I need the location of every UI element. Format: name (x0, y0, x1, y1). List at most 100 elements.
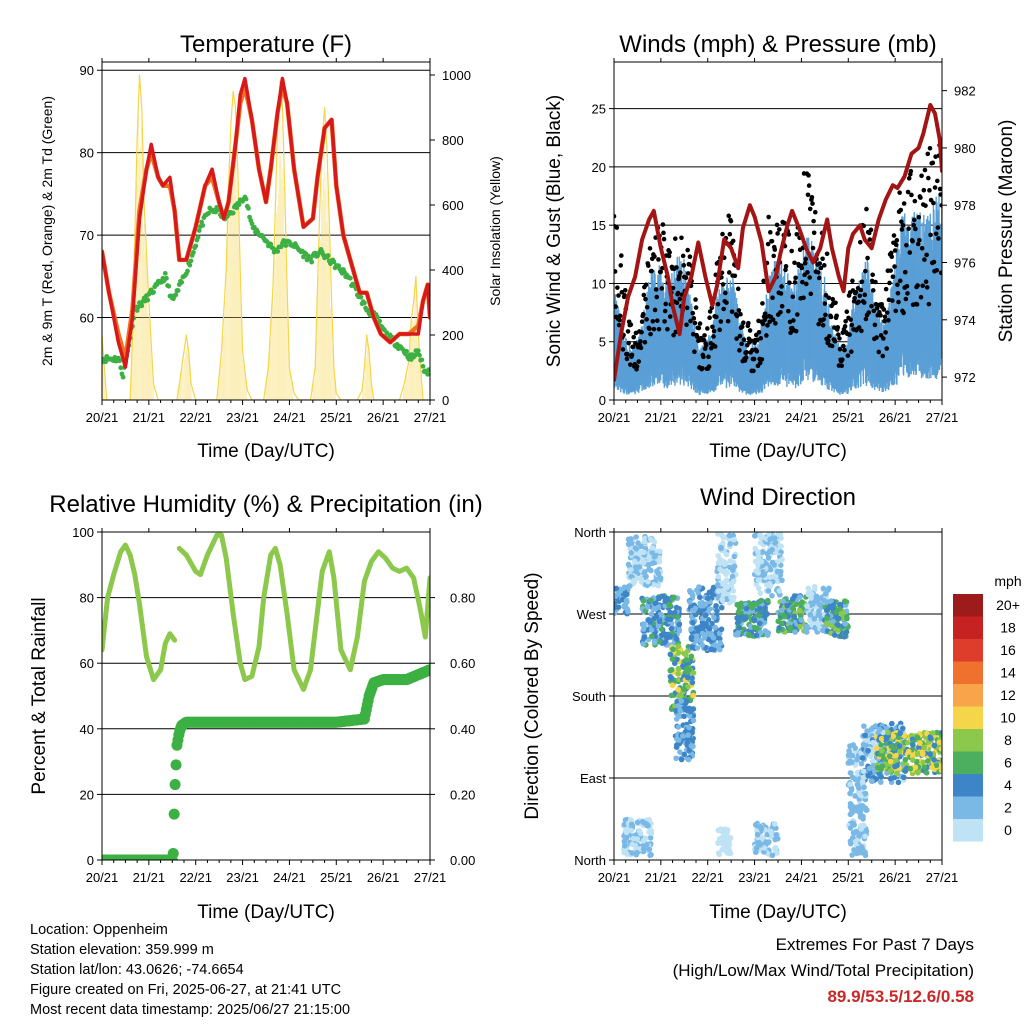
gust-point (649, 268, 654, 274)
x-tick-label: 20/21 (598, 410, 631, 425)
gust-point (899, 219, 904, 224)
direction-point (667, 602, 673, 609)
direction-point (714, 582, 721, 588)
direction-point (640, 641, 646, 647)
direction-point (763, 839, 769, 845)
gust-point (931, 259, 937, 265)
direction-point (697, 624, 704, 630)
direction-point (688, 653, 695, 660)
gust-point (809, 194, 815, 200)
direction-point (765, 588, 772, 594)
direction-point (766, 565, 773, 572)
y-tick-label: 5 (599, 335, 606, 350)
direction-point (777, 532, 784, 538)
gust-point (714, 314, 719, 320)
direction-point (689, 679, 696, 686)
direction-point (778, 620, 785, 627)
gust-point (658, 269, 663, 275)
gust-point (812, 209, 818, 215)
direction-point (833, 609, 839, 616)
gust-point (899, 227, 905, 232)
direction-point (628, 550, 635, 556)
direction-point (627, 567, 634, 573)
direction-point (838, 610, 845, 617)
gust-point (723, 290, 728, 296)
direction-point (757, 823, 764, 830)
gust-point (619, 253, 624, 258)
direction-point (658, 593, 665, 600)
gust-point (676, 273, 682, 279)
direction-point (646, 846, 652, 853)
gust-point (693, 305, 699, 310)
gust-point (844, 309, 850, 314)
gust-point (671, 332, 676, 338)
direction-point (689, 592, 696, 599)
direction-point (860, 768, 867, 775)
gust-point (926, 175, 931, 181)
dewpoint-point (151, 289, 156, 295)
gust-point (922, 167, 928, 173)
direction-point (727, 558, 734, 564)
direction-point (636, 551, 643, 557)
gust-point (786, 308, 791, 314)
direction-point (831, 632, 838, 638)
x-tick-label: 27/21 (414, 870, 447, 885)
gust-point (680, 253, 686, 259)
y-tick-label-right: 972 (954, 370, 976, 385)
gust-point (687, 254, 693, 259)
y-tick-label-right: 200 (442, 328, 464, 343)
gust-point (683, 275, 689, 281)
direction-point (683, 700, 689, 706)
direction-point (656, 638, 662, 645)
direction-point (668, 666, 675, 673)
gust-point (656, 257, 661, 262)
gust-point (799, 265, 805, 271)
gust-point (903, 296, 909, 302)
gust-point (850, 278, 855, 284)
dewpoint-point (426, 367, 430, 373)
gust-point (616, 322, 622, 328)
direction-point (899, 725, 906, 732)
direction-point (735, 609, 742, 615)
direction-point (726, 842, 733, 848)
gust-point (915, 283, 920, 288)
dewpoint-point (377, 318, 383, 324)
gust-point (636, 359, 642, 364)
direction-point (627, 817, 634, 823)
direction-point (708, 646, 714, 653)
x-tick-label: 22/21 (179, 410, 212, 425)
direction-point (774, 850, 780, 856)
gust-point (712, 344, 718, 349)
direction-point (640, 837, 647, 844)
gust-point (739, 324, 745, 330)
direction-point (758, 597, 765, 604)
gust-point (927, 188, 932, 193)
gust-point (868, 227, 874, 233)
dewpoint-point (404, 348, 409, 354)
gust-point (837, 336, 842, 341)
direction-point (781, 613, 788, 620)
gust-point (830, 296, 836, 302)
gust-point (918, 195, 923, 200)
gust-point (638, 339, 643, 344)
dewpoint-point (309, 259, 315, 265)
gust-point (647, 246, 653, 251)
gust-point (665, 326, 670, 332)
y-tick-label: 90 (80, 63, 94, 78)
gust-point (620, 347, 626, 352)
direction-point (757, 590, 764, 596)
gust-point (811, 230, 817, 236)
gust-point (706, 364, 712, 369)
x-tick-label: 24/21 (273, 410, 306, 425)
x-tick-label: 25/21 (832, 870, 865, 885)
direction-point (708, 631, 715, 638)
direction-point (849, 806, 855, 812)
gust-point (794, 232, 800, 237)
y-axis-label: Direction (Colored By Speed) (522, 572, 543, 819)
direction-point (820, 585, 827, 592)
direction-point (769, 546, 775, 553)
direction-point (661, 639, 668, 646)
y-axis-label-right: Solar Insolation (Yellow) (487, 156, 503, 306)
gust-point (804, 281, 809, 287)
gust-point (837, 346, 843, 352)
